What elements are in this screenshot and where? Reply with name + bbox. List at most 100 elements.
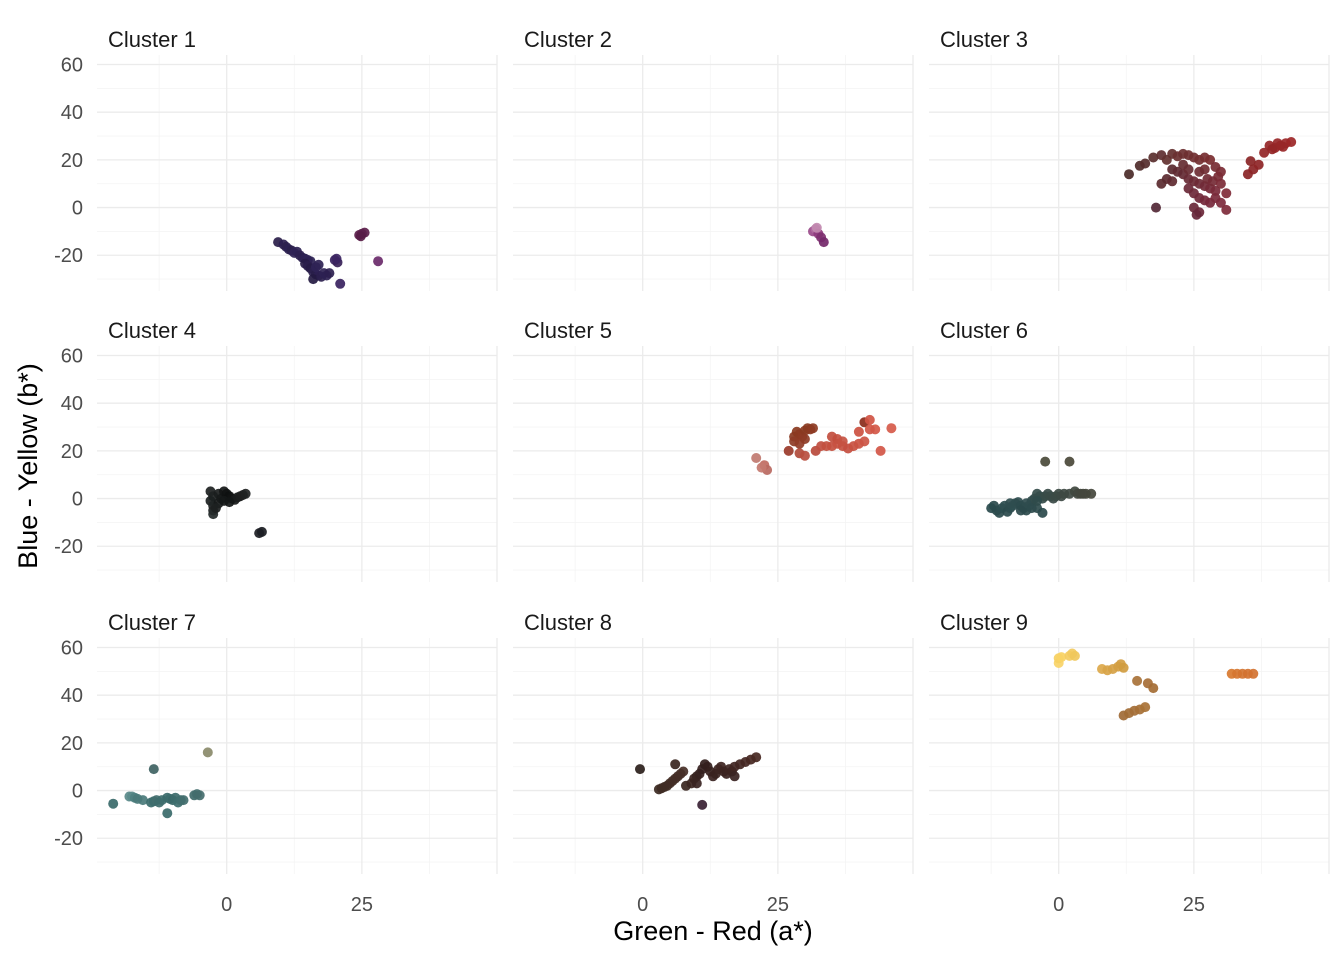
data-point — [1248, 668, 1259, 679]
x-tick-labels: 0 25 0 25 0 25 — [221, 894, 1205, 916]
y-tick-label: 40 — [61, 102, 83, 124]
facet-strip-label: Cluster 3 — [940, 27, 1028, 52]
data-point — [886, 423, 897, 434]
data-point — [1210, 162, 1221, 172]
facet-strip-label: Cluster 9 — [940, 610, 1028, 635]
y-tick-label: 60 — [61, 346, 83, 368]
data-point — [1140, 158, 1151, 169]
data-point — [811, 222, 822, 233]
data-point — [864, 414, 875, 425]
data-point — [678, 766, 689, 777]
facet-strip-label: Cluster 1 — [108, 27, 196, 52]
data-point — [799, 434, 810, 444]
data-point — [1221, 188, 1232, 199]
y-tick-label: 0 — [72, 781, 83, 803]
x-tick-label: 25 — [767, 894, 789, 916]
data-point — [1032, 495, 1043, 506]
data-point — [808, 423, 818, 434]
data-point — [826, 431, 837, 442]
y-tick-label: 60 — [61, 638, 83, 660]
data-point — [1086, 488, 1097, 499]
data-point — [194, 790, 205, 801]
data-point — [1167, 176, 1178, 187]
data-point — [1148, 152, 1159, 163]
data-point — [210, 503, 221, 514]
data-point — [162, 808, 173, 819]
data-point — [355, 231, 366, 242]
x-tick-label: 0 — [637, 894, 648, 916]
data-point — [751, 453, 762, 463]
facet-panel-9: Cluster 9 — [929, 610, 1330, 874]
y-tick-labels: -20 0 20 40 60 -20 0 20 40 60 -20 0 20 40 60 — [54, 55, 83, 851]
data-point — [313, 259, 324, 270]
facet-panel-7: Cluster 7 — [97, 610, 498, 874]
y-tick-label: -20 — [54, 536, 83, 558]
data-point — [783, 445, 794, 456]
data-point — [1194, 166, 1205, 177]
facet-panel-4: Cluster 4 — [97, 318, 498, 582]
data-point — [1151, 202, 1161, 213]
data-point — [1156, 178, 1167, 189]
y-tick-label: 0 — [72, 198, 83, 220]
x-tick-label: 0 — [1053, 894, 1064, 916]
facet-panel-8: Cluster 8 — [513, 610, 914, 874]
data-point — [308, 274, 319, 285]
data-point — [818, 237, 829, 248]
data-point — [691, 778, 702, 789]
data-point — [1215, 178, 1226, 189]
data-point — [335, 278, 346, 289]
data-point — [1037, 507, 1048, 518]
x-axis-title: Green - Red (a*) — [613, 916, 813, 946]
data-point — [751, 752, 762, 763]
data-point — [224, 497, 235, 508]
data-point — [1205, 154, 1216, 165]
data-point — [1064, 456, 1075, 467]
data-point — [240, 488, 251, 499]
data-point — [1259, 147, 1270, 158]
x-tick-label: 25 — [351, 894, 373, 916]
data-point — [837, 436, 848, 447]
y-tick-label: 20 — [61, 441, 83, 463]
facet-panel-2: Cluster 2 — [513, 27, 914, 291]
data-point — [1215, 197, 1226, 208]
y-tick-label: -20 — [54, 828, 83, 850]
data-point — [1267, 144, 1278, 155]
y-tick-label: 20 — [61, 733, 83, 755]
y-axis-title: Blue - Yellow (b*) — [13, 363, 43, 569]
x-tick-label: 0 — [221, 894, 232, 916]
data-point — [178, 795, 189, 806]
data-point — [986, 503, 997, 514]
data-point — [254, 528, 265, 539]
data-point — [859, 436, 870, 447]
y-tick-label: 60 — [61, 55, 83, 77]
facet-strip-label: Cluster 6 — [940, 318, 1028, 343]
data-point — [635, 764, 645, 775]
data-point — [1191, 209, 1202, 220]
data-point — [331, 253, 342, 264]
data-point — [1278, 141, 1289, 152]
data-point — [1015, 505, 1026, 516]
facet-strip-label: Cluster 7 — [108, 610, 196, 635]
data-point — [1124, 169, 1134, 180]
data-point — [1132, 675, 1143, 686]
data-point — [1245, 156, 1256, 167]
data-point — [1140, 702, 1151, 713]
data-point — [1069, 650, 1080, 661]
data-point — [697, 799, 708, 810]
data-point — [875, 445, 886, 456]
x-tick-label: 25 — [1183, 894, 1205, 916]
data-point — [373, 256, 384, 267]
data-point — [756, 462, 767, 473]
data-point — [1056, 652, 1067, 663]
data-point — [1005, 498, 1016, 509]
facet-strip-label: Cluster 4 — [108, 318, 196, 343]
data-point — [799, 450, 810, 461]
data-point — [137, 795, 148, 806]
data-point — [1183, 164, 1194, 175]
y-tick-label: 40 — [61, 685, 83, 707]
facet-strip-label: Cluster 2 — [524, 27, 612, 52]
facet-panel-5: Cluster 5 — [513, 318, 914, 582]
data-point — [1118, 662, 1129, 673]
facet-panel-1: Cluster 1 — [97, 27, 498, 291]
